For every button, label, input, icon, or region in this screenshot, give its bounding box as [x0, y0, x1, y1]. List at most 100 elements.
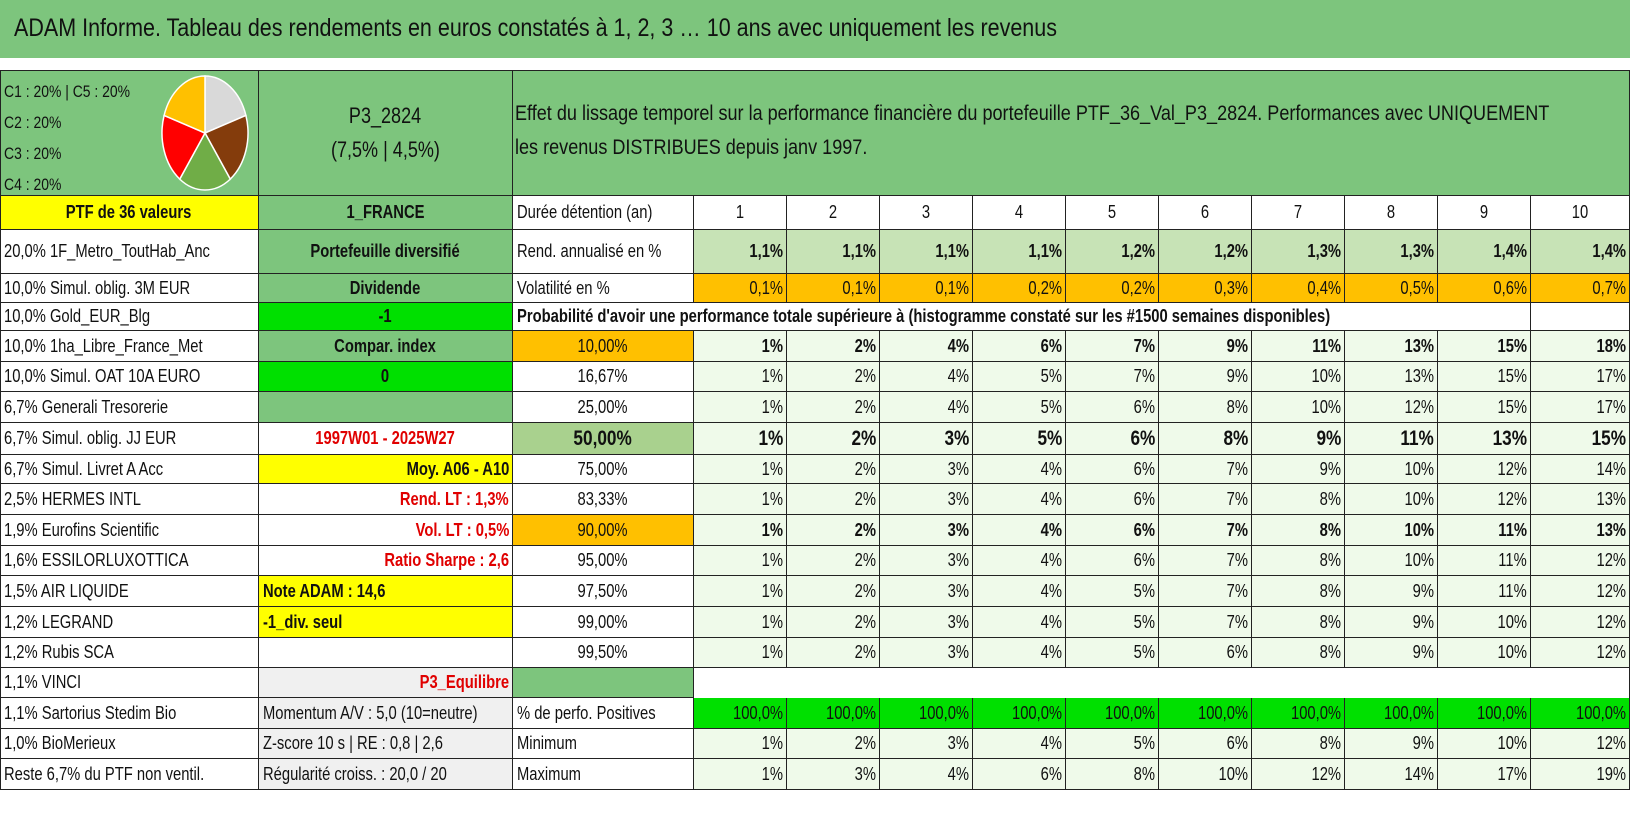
- probability-value-text: 8%: [1319, 519, 1341, 540]
- positive-value: 100,0%: [1438, 698, 1531, 729]
- probability-value: 11%: [1438, 576, 1531, 607]
- pie-legend-item: C4 : 20%: [4, 175, 62, 194]
- probability-value-text: 10%: [1404, 488, 1434, 509]
- positive-value-text: 100,0%: [1104, 702, 1155, 723]
- probability-value-text: 15%: [1497, 396, 1527, 417]
- probability-value-text: 2%: [851, 426, 876, 450]
- maximum-value: 6%: [973, 759, 1066, 790]
- portfolio-type-cell: Portefeuille diversifié: [259, 230, 513, 274]
- vol-value: 0,2%: [1066, 274, 1159, 303]
- probability-value-text: 4%: [1040, 488, 1062, 509]
- probability-value-text: 5%: [1133, 611, 1155, 632]
- probability-value: 1%: [694, 576, 787, 607]
- pie-legend-item: C2 : 20%: [4, 113, 62, 132]
- holding-row-text: 6,7% Generali Tresorerie: [4, 396, 169, 417]
- probability-value: 4%: [880, 362, 973, 392]
- minimum-value-text: 8%: [1319, 733, 1341, 753]
- regularite-cell-text: Régularité croiss. : 20,0 / 20: [263, 763, 447, 784]
- probability-value-text: 9%: [1316, 426, 1341, 450]
- rend-value-text: 1,2%: [1214, 241, 1248, 261]
- positive-value-text: 100,0%: [1575, 702, 1626, 723]
- probability-value: 6%: [1066, 484, 1159, 515]
- probability-value-text: 7%: [1226, 580, 1248, 601]
- probability-value-text: 5%: [1040, 366, 1062, 386]
- year-header: 3: [880, 196, 973, 230]
- probability-value-text: 17%: [1596, 396, 1626, 417]
- probability-threshold: 83,33%: [513, 484, 694, 515]
- year-header-text: 4: [1014, 202, 1024, 222]
- profil-cell-text: P3_Equilibre: [419, 672, 509, 692]
- year-header: 6: [1159, 196, 1252, 230]
- title-banner: ADAM Informe. Tableau des rendements en …: [0, 0, 1630, 62]
- probability-value: 8%: [1252, 607, 1345, 638]
- holding-row-text: 10,0% Simul. oblig. 3M EUR: [4, 277, 191, 298]
- vol-value-text: 0,1%: [749, 277, 783, 298]
- positive-value-text: 100,0%: [1383, 702, 1434, 723]
- sharpe-cell: Ratio Sharpe : 2,6: [259, 546, 513, 576]
- probability-value: 2%: [787, 607, 880, 638]
- holding-row: 10,0% Gold_EUR_Blg: [0, 303, 259, 331]
- rend-value-text: 1,1%: [935, 241, 969, 261]
- vol-value: 0,2%: [973, 274, 1066, 303]
- probability-value-text: 17%: [1596, 366, 1626, 386]
- holding-row: 1,2% Rubis SCA: [0, 638, 259, 668]
- positive-value: 100,0%: [1252, 698, 1345, 729]
- probability-value: 1%: [694, 362, 787, 392]
- empty-cell: [1531, 303, 1630, 331]
- banner-gap: [0, 62, 1630, 70]
- probability-value-text: 7%: [1226, 550, 1248, 570]
- rend-value: 1,1%: [787, 230, 880, 274]
- probability-threshold-text: 25,00%: [577, 396, 629, 417]
- rend-value-text: 1,3%: [1307, 241, 1341, 261]
- holding-row: 1,2% LEGRAND: [0, 607, 259, 638]
- probability-value: 4%: [973, 484, 1066, 515]
- probability-value: 10%: [1345, 484, 1438, 515]
- minimum-label: Minimum: [513, 729, 694, 759]
- vol-value: 0,3%: [1159, 274, 1252, 303]
- positive-value-text: 100,0%: [1011, 702, 1062, 723]
- rend-value-text: 1,4%: [1493, 241, 1527, 261]
- positive-value: 100,0%: [1066, 698, 1159, 729]
- vol-lt-cell-text: Vol. LT : 0,5%: [415, 519, 509, 540]
- maximum-value: 1%: [694, 759, 787, 790]
- rend-lt-cell-text: Rend. LT : 1,3%: [400, 488, 509, 509]
- probability-value: 2%: [787, 576, 880, 607]
- portfolio-type-cell-text: Portefeuille diversifié: [310, 241, 461, 261]
- dividend-value-cell: -1: [259, 303, 513, 331]
- probability-value: 6%: [973, 331, 1066, 362]
- div-seul-cell: -1_div. seul: [259, 607, 513, 638]
- probability-value: 9%: [1345, 638, 1438, 668]
- probability-threshold-text: 50,00%: [573, 426, 633, 450]
- probability-title: Probabilité d'avoir une performance tota…: [513, 303, 1531, 331]
- probability-value-text: 8%: [1319, 488, 1341, 509]
- probability-value-text: 4%: [1040, 642, 1062, 662]
- probability-value-text: 7%: [1133, 366, 1155, 386]
- year-header-text: 5: [1107, 202, 1117, 222]
- probability-value: 6%: [1066, 546, 1159, 576]
- probability-value-text: 11%: [1312, 335, 1341, 356]
- probability-value-text: 3%: [944, 426, 969, 450]
- probability-value: 1%: [694, 331, 787, 362]
- moyenne-cell: Moy. A06 - A10: [259, 455, 513, 484]
- year-header-text: 7: [1293, 202, 1303, 222]
- probability-value: 7%: [1159, 607, 1252, 638]
- rend-label-text: Rend. annualisé en %: [517, 241, 662, 261]
- vol-value-text: 0,1%: [842, 277, 876, 298]
- probability-value-text: 2%: [854, 335, 876, 356]
- probability-threshold-text: 99,00%: [577, 611, 629, 632]
- probability-value-text: 3%: [947, 519, 969, 540]
- probability-value-text: 6%: [1133, 458, 1155, 479]
- momentum-cell-text: Momentum A/V : 5,0 (10=neutre): [263, 702, 478, 723]
- holding-row-text: 1,1% Sartorius Stedim Bio: [4, 702, 177, 723]
- pie-legend-item: C3 : 20%: [4, 144, 62, 163]
- probability-value-text: 12%: [1596, 642, 1626, 662]
- probability-value-text: 14%: [1596, 458, 1626, 479]
- minimum-value-text: 9%: [1412, 733, 1434, 753]
- probability-value-text: 12%: [1596, 611, 1626, 632]
- probability-value-text: 8%: [1319, 642, 1341, 662]
- regularite-cell: Régularité croiss. : 20,0 / 20: [259, 759, 513, 790]
- probability-value: 7%: [1159, 484, 1252, 515]
- positive-value: 100,0%: [1159, 698, 1252, 729]
- holding-row-text: 2,5% HERMES INTL: [4, 488, 141, 509]
- probability-value-text: 7%: [1226, 458, 1248, 479]
